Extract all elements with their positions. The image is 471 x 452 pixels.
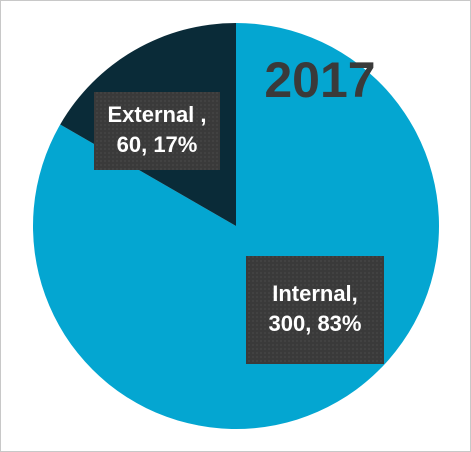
data-label: External , [107, 102, 206, 127]
data-label-box [246, 256, 384, 364]
data-label-box [94, 92, 220, 170]
chart-title: 2017 [264, 52, 375, 108]
data-label: 60, 17% [117, 132, 198, 157]
data-label: Internal, [272, 281, 358, 306]
data-label: 300, 83% [269, 311, 362, 336]
